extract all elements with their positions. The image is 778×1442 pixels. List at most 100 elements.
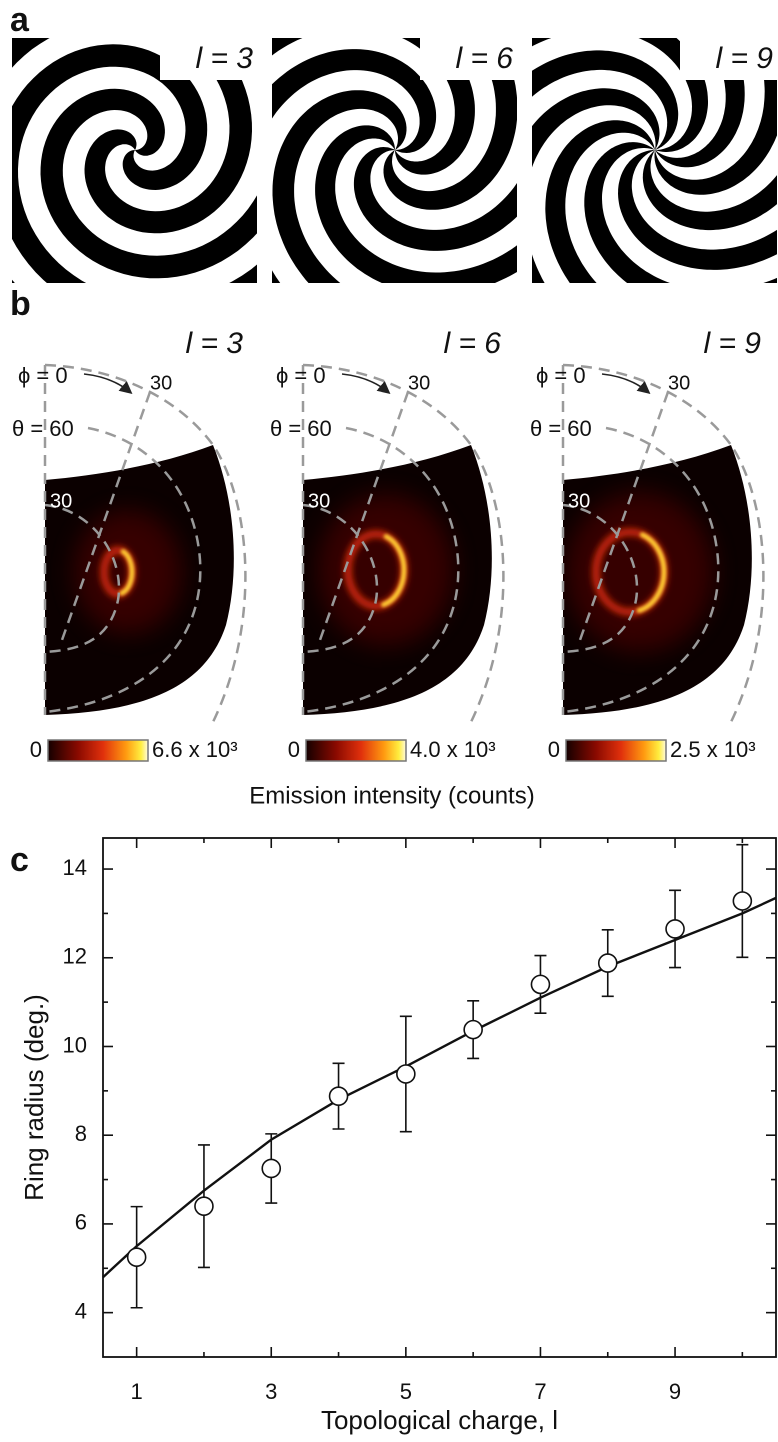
phi-tick: 30 (408, 372, 430, 394)
colorbar-min: 0 (548, 737, 560, 762)
data-point (194, 1196, 214, 1216)
colorbar-max: 6.6 x 10³ (152, 737, 238, 762)
angle-guide (302, 426, 460, 714)
angle-guide (302, 363, 505, 723)
y-tick-label: 12 (63, 944, 87, 969)
phi-label: ϕ = 0 (536, 363, 586, 388)
colorbar-title: Emission intensity (counts) (249, 782, 534, 809)
x-tick-label: 7 (534, 1379, 546, 1404)
y-axis-title: Ring radius (deg.) (19, 994, 49, 1201)
emission-map: ϕ = 0 30 θ = 60 30 l = 3 0 6.6 x 10³ (12, 327, 247, 762)
panel-label: b (10, 285, 31, 323)
spiral-arm (353, 38, 517, 251)
y-tick-label: 4 (75, 1298, 87, 1323)
y-tick-label: 8 (75, 1121, 87, 1146)
emission-glow (566, 492, 714, 652)
x-tick-label: 5 (400, 1379, 412, 1404)
glow-bright (119, 548, 135, 596)
colorbar-min: 0 (30, 737, 42, 762)
emission-map: ϕ = 0 30 θ = 60 30 l = 6 0 4.0 x 10³ (270, 327, 505, 762)
glow-bright (380, 533, 407, 608)
label-box (160, 38, 257, 80)
data-point (732, 891, 753, 911)
theta-label: θ = 60 (270, 416, 332, 441)
spiral-arm (545, 120, 655, 283)
angle-guide (562, 503, 639, 654)
data-point (261, 1158, 282, 1179)
fit-line (102, 896, 777, 1279)
angle-guide (562, 363, 765, 723)
phi-arrow (83, 373, 133, 395)
angle-guide (562, 426, 720, 714)
phi-arrow (601, 373, 651, 395)
spiral-arm (532, 50, 679, 283)
charge-label: l = 9 (703, 327, 761, 360)
colorbar-max: 2.5 x 10³ (670, 737, 756, 762)
x-tick-label: 1 (131, 1379, 143, 1404)
colorbar-max: 4.0 x 10³ (410, 737, 496, 762)
plot-frame (102, 837, 777, 1358)
emission-glow (74, 510, 182, 634)
theta-tick: 30 (308, 490, 330, 512)
spiral-arm (12, 38, 257, 283)
colorbar (305, 739, 407, 762)
emission-glow (318, 494, 454, 646)
angle-guide (44, 363, 247, 723)
charge-label: l = 3 (195, 42, 253, 75)
data-point (463, 1019, 483, 1040)
angle-guide (302, 503, 379, 654)
spiral-arm (584, 142, 777, 283)
angle-guide (60, 391, 152, 641)
angle-guide (44, 503, 121, 654)
data-point (126, 1247, 147, 1267)
spiral-arm (315, 38, 517, 283)
glow-bright (636, 532, 667, 614)
panel-label: c (10, 841, 29, 879)
charge-label: l = 9 (715, 42, 773, 75)
spiral-arm (12, 38, 257, 283)
spiral-arm (272, 90, 407, 283)
angle-guide (318, 391, 410, 641)
charge-label: l = 6 (443, 327, 501, 360)
theta-tick: 30 (50, 490, 72, 512)
phi-label: ϕ = 0 (18, 363, 68, 388)
charge-label: l = 3 (185, 327, 243, 360)
x-tick-label: 9 (669, 1379, 681, 1404)
x-axis-title: Topological charge, l (321, 1405, 558, 1435)
phi-arrow (341, 373, 391, 395)
spiral-arm (12, 38, 252, 283)
theta-tick: 30 (568, 490, 590, 512)
x-tick-label: 3 (265, 1379, 277, 1404)
phi-tick: 30 (150, 372, 172, 394)
y-tick-label: 14 (63, 855, 87, 880)
label-box (680, 38, 777, 80)
theta-label: θ = 60 (12, 416, 74, 441)
glow-haze (74, 510, 182, 634)
data-point (396, 1064, 416, 1084)
label-box (420, 38, 517, 80)
spiral-arm (272, 49, 437, 283)
emission-map: ϕ = 0 30 θ = 60 30 l = 9 0 2.5 x 10³ (530, 327, 765, 762)
y-tick-label: 6 (75, 1210, 87, 1235)
colorbar (47, 739, 149, 762)
data-point (328, 1086, 349, 1106)
charge-label: l = 6 (455, 42, 513, 75)
panel-label: a (10, 1, 30, 39)
data-point (530, 974, 551, 995)
angle-guide (578, 391, 670, 641)
spiral-arm (618, 150, 777, 270)
glow-haze (566, 492, 714, 652)
spiral-arm (383, 38, 517, 210)
angle-guide (44, 426, 202, 714)
glow-haze (318, 494, 454, 646)
spiral-arm (532, 88, 660, 283)
colorbar-min: 0 (288, 737, 300, 762)
theta-label: θ = 60 (530, 416, 592, 441)
phi-label: ϕ = 0 (276, 363, 326, 388)
data-point (597, 953, 618, 973)
colorbar (565, 739, 667, 762)
spiral (532, 38, 777, 283)
phi-tick: 30 (668, 372, 690, 394)
spiral-arm (642, 38, 777, 231)
